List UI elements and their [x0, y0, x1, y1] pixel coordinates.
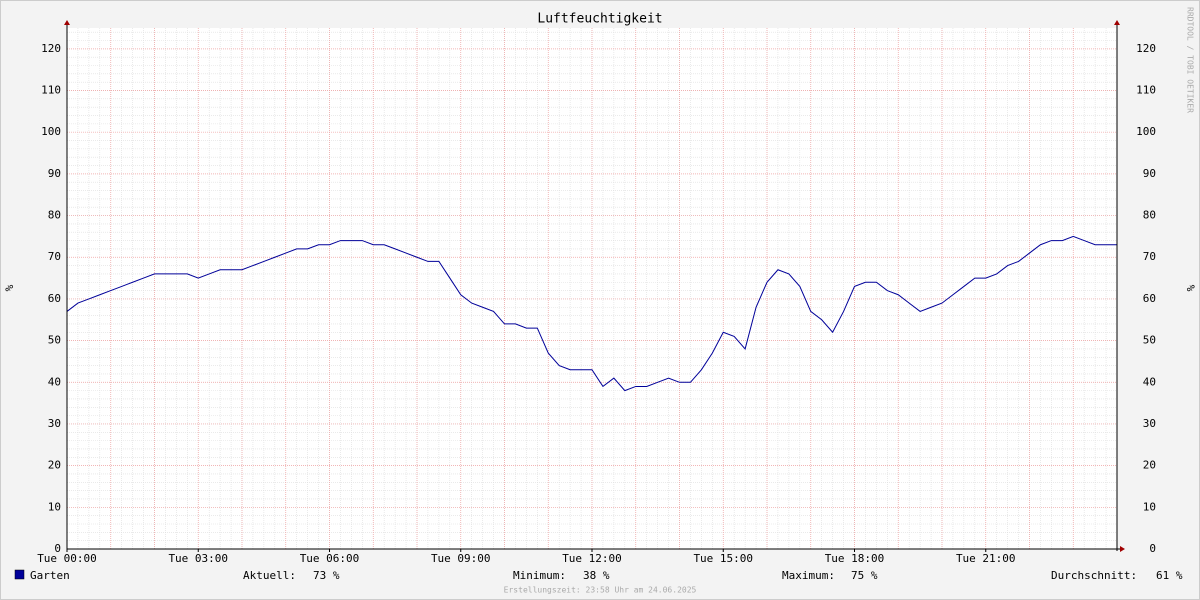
y2-tick-label: 50: [1143, 334, 1156, 347]
x-tick-label: Tue 18:00: [825, 552, 885, 565]
x-tick-label: Tue 00:00: [37, 552, 97, 565]
y-axis-label: %: [3, 284, 16, 291]
x-tick-label: Tue 09:00: [431, 552, 491, 565]
y-tick-label: 80: [48, 209, 61, 222]
y-tick-label: 90: [48, 167, 61, 180]
y2-tick-label: 60: [1143, 292, 1156, 305]
data-line: [66, 235, 1117, 392]
y-tick-label: 0: [54, 542, 61, 555]
stat-label: Durchschnitt:: [1051, 569, 1137, 582]
stat-value: 61 %: [1156, 569, 1183, 582]
stat-value: 75 %: [851, 569, 878, 582]
stat-label: Minimum:: [513, 569, 566, 582]
y2-tick-label: 70: [1143, 250, 1156, 263]
y2-tick-label: 20: [1143, 459, 1156, 472]
stat-value: 73 %: [313, 569, 340, 582]
y2-tick-label: 0: [1149, 542, 1156, 555]
x-tick-label: Tue 21:00: [956, 552, 1016, 565]
arrow: [1120, 546, 1125, 552]
y-tick-label: 60: [48, 292, 61, 305]
y2-tick-label: 30: [1143, 417, 1156, 430]
y-tick-label: 110: [41, 84, 61, 97]
x-tick-label: Tue 06:00: [300, 552, 360, 565]
y-tick-label: 10: [48, 500, 61, 513]
y-tick-label: 100: [41, 125, 61, 138]
y2-tick-label: 90: [1143, 167, 1156, 180]
y-tick-label: 20: [48, 459, 61, 472]
arrow: [64, 20, 70, 25]
x-tick-label: Tue 03:00: [168, 552, 228, 565]
watermark: RRDTOOL / TOBI OETIKER: [1186, 7, 1195, 113]
footer: Erstellungszeit: 23:58 Uhr am 24.06.2025: [504, 586, 697, 595]
y-tick-label: 40: [48, 375, 61, 388]
y2-tick-label: 110: [1136, 84, 1156, 97]
y2-tick-label: 40: [1143, 375, 1156, 388]
legend-label: Garten: [30, 569, 70, 582]
y-tick-label: 30: [48, 417, 61, 430]
x-tick-label: Tue 15:00: [693, 552, 753, 565]
y2-tick-label: 120: [1136, 42, 1156, 55]
stat-value: 38 %: [583, 569, 610, 582]
y2-axis-label: %: [1184, 285, 1197, 292]
y2-tick-label: 100: [1136, 125, 1156, 138]
stat-label: Maximum:: [782, 569, 835, 582]
lines: [66, 235, 1117, 392]
stat-label: Aktuell:: [243, 569, 296, 582]
y2-tick-label: 80: [1143, 209, 1156, 222]
chart-title: Luftfeuchtigkeit: [537, 12, 662, 27]
x-tick-label: Tue 12:00: [562, 552, 622, 565]
y-tick-label: 50: [48, 334, 61, 347]
legend-swatch: [14, 569, 25, 580]
y2-tick-label: 10: [1143, 500, 1156, 513]
arrow: [1114, 20, 1120, 25]
y-tick-label: 70: [48, 250, 61, 263]
y-tick-label: 120: [41, 42, 61, 55]
